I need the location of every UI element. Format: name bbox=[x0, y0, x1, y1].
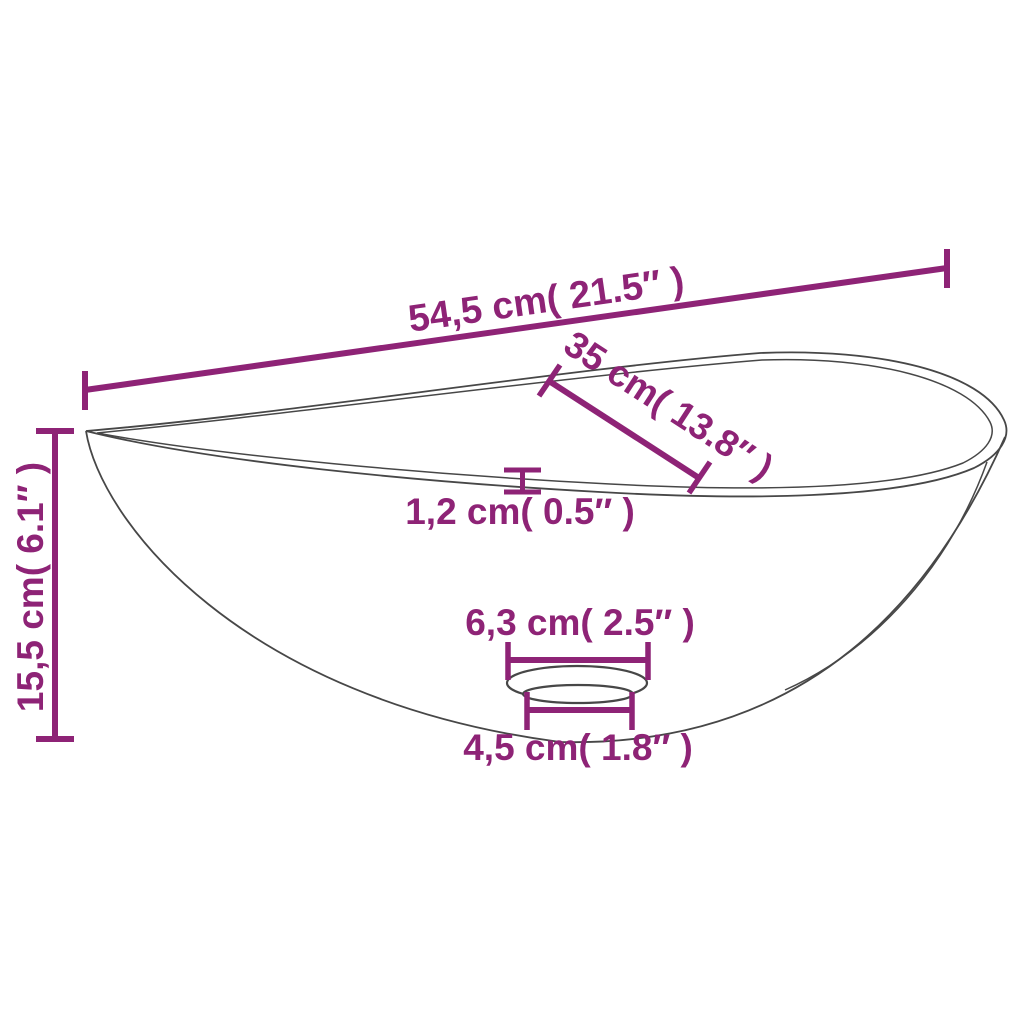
rim-inner-outline bbox=[96, 358, 993, 489]
bowl-outline bbox=[85, 430, 1006, 743]
dim-drain-hole: 4,5 cm( 1.8″ ) bbox=[463, 692, 693, 768]
dimension-tick-top bbox=[536, 363, 563, 398]
dimension-tick-bottom bbox=[686, 460, 713, 495]
dimension-line bbox=[547, 378, 701, 481]
bowl-inner-wall-line bbox=[784, 461, 988, 691]
dimension-callouts: 54,5 cm( 21.5″ ) 35 cm( 13.8″ ) 1,2 cm( … bbox=[10, 249, 950, 768]
dim-overall-height: 15,5 cm( 6.1″ ) bbox=[10, 428, 74, 742]
dimension-label: 15,5 cm( 6.1″ ) bbox=[10, 462, 51, 712]
drain-hole-ellipse bbox=[521, 683, 635, 705]
dimension-label: 54,5 cm( 21.5″ ) bbox=[406, 260, 687, 341]
rim-outer-outline bbox=[85, 351, 1008, 498]
dim-drain-flange: 6,3 cm( 2.5″ ) bbox=[465, 602, 695, 680]
sink-drawing bbox=[85, 351, 1008, 743]
dimension-label: 4,5 cm( 1.8″ ) bbox=[463, 727, 693, 768]
dimension-label: 1,2 cm( 0.5″ ) bbox=[405, 491, 635, 532]
dim-glass-thickness: 1,2 cm( 0.5″ ) bbox=[405, 467, 635, 532]
dimension-line bbox=[84, 265, 948, 393]
dim-basin-width: 35 cm( 13.8″ ) bbox=[536, 323, 781, 495]
dimension-label: 6,3 cm( 2.5″ ) bbox=[465, 602, 695, 643]
